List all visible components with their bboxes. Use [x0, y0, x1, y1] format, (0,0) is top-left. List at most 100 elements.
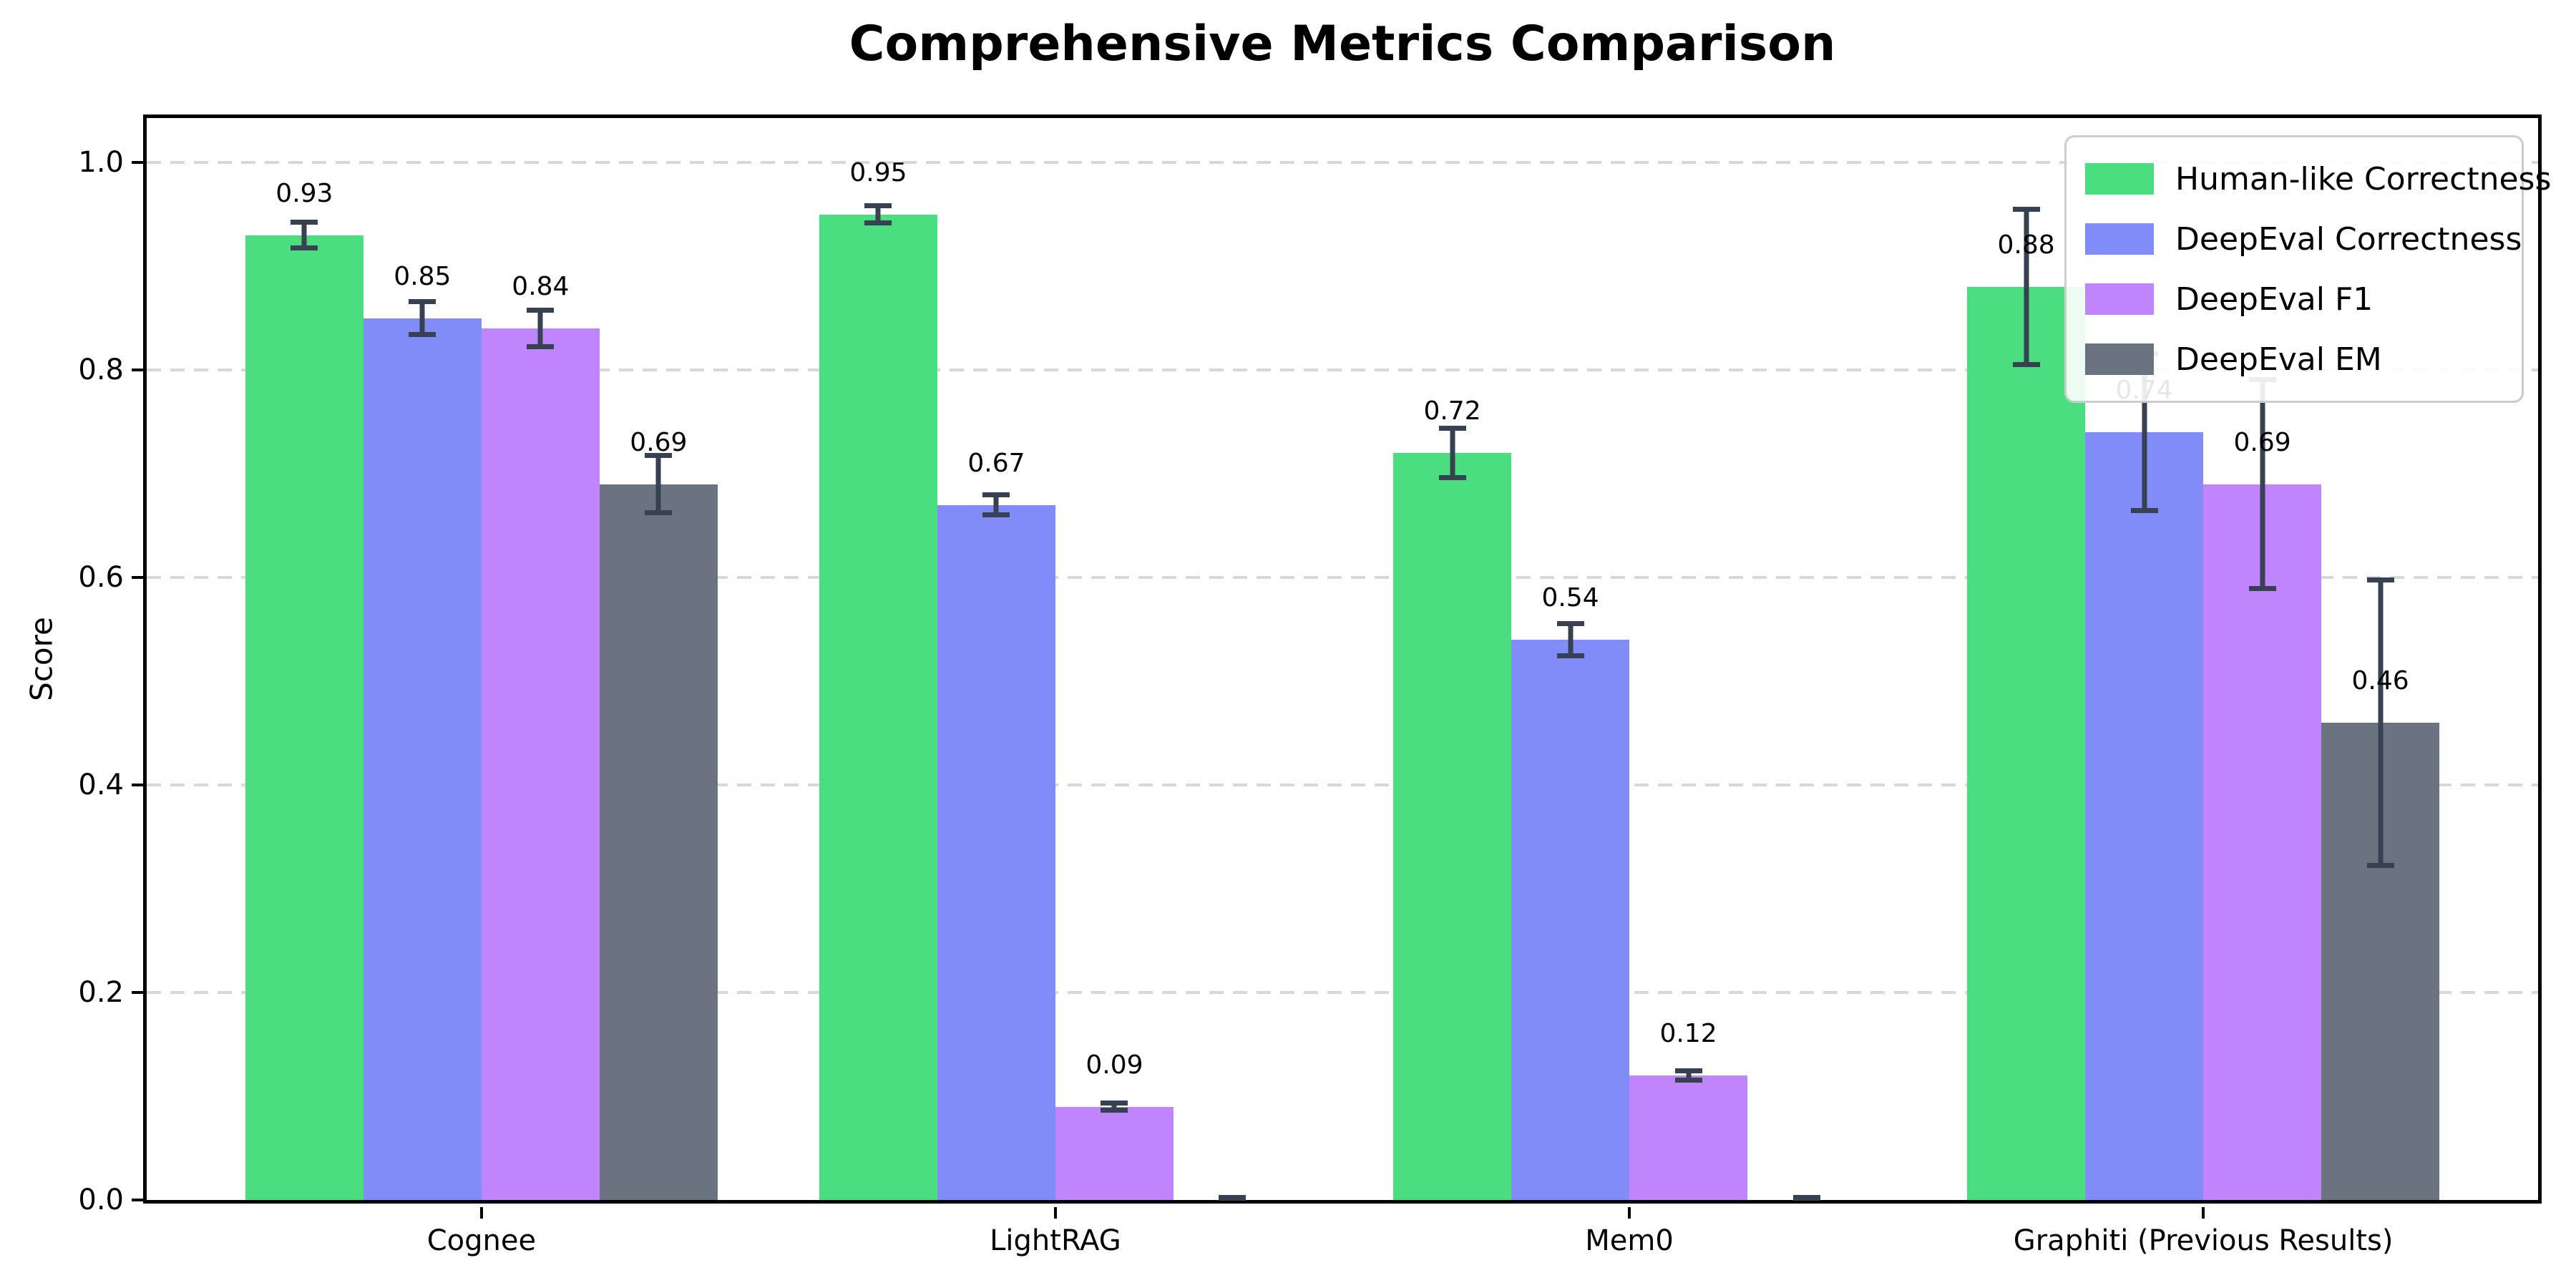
- error-bar-line: [301, 219, 307, 251]
- chart-title: Comprehensive Metrics Comparison: [849, 16, 1836, 72]
- gridline-0.4: [147, 784, 2538, 786]
- legend-swatch: [2085, 163, 2154, 195]
- legend-item: Human-like Correctness: [2085, 149, 2551, 209]
- bar-Mem0-Human-like Correctness: [1393, 453, 1512, 1200]
- error-bar: [1101, 1100, 1128, 1113]
- bar-Cognee-DeepEval F1: [481, 328, 600, 1200]
- error-bar-cap-top: [1556, 620, 1584, 626]
- error-bar: [1438, 426, 1466, 480]
- error-bar-cap-top: [982, 492, 1010, 498]
- error-bar-cap-bottom: [1674, 1078, 1702, 1083]
- legend-label: DeepEval F1: [2175, 280, 2373, 318]
- y-tick-label: 0.0: [78, 1184, 124, 1216]
- bar-value-label: 0.12: [1659, 1019, 1717, 1048]
- error-bar: [2248, 377, 2276, 591]
- error-bar-cap-top: [527, 308, 555, 313]
- error-bar: [527, 308, 555, 349]
- error-bar: [1674, 1068, 1702, 1083]
- error-bar-cap-bottom: [2012, 361, 2040, 367]
- x-tick-label: Cognee: [426, 1224, 537, 1257]
- x-tick-label: Graphiti (Previous Results): [2013, 1224, 2394, 1257]
- error-bar-cap-top: [2012, 207, 2040, 213]
- bar-LightRAG-DeepEval Correctness: [937, 504, 1055, 1200]
- y-tick-1.0: [132, 161, 143, 164]
- bar-value-label: 0.46: [2351, 666, 2409, 696]
- x-tick-Cognee: [479, 1207, 483, 1219]
- bar-LightRAG-Human-like Correctness: [819, 214, 937, 1200]
- error-bar: [291, 219, 318, 251]
- y-tick-0.2: [132, 991, 143, 994]
- error-bar-line: [2378, 577, 2384, 868]
- x-tick-label: Mem0: [1585, 1224, 1674, 1257]
- bar-value-label: 0.84: [512, 272, 570, 301]
- y-tick-0.4: [132, 784, 143, 786]
- error-bar: [1219, 1194, 1246, 1201]
- bar-value-label: 0.88: [1997, 230, 2055, 260]
- error-bar: [2366, 577, 2394, 868]
- y-tick-0.8: [132, 369, 143, 371]
- error-bar-line: [1111, 1100, 1117, 1113]
- bar-Graphiti (Previous Results)-DeepEval F1: [2203, 484, 2322, 1200]
- plot-inner: 0.0 0.2 0.4 0.6 0.8 1.0 0.93 0.95 0.72 0.88 0.85 0.…: [78, 118, 2538, 1257]
- error-bar-cap-top: [1438, 426, 1466, 431]
- bar-Mem0-DeepEval F1: [1629, 1075, 1748, 1200]
- x-tick-Graphiti (Previous Results): [2202, 1207, 2205, 1219]
- error-bar-line: [1450, 426, 1455, 480]
- plot-area: 0.0 0.2 0.4 0.6 0.8 1.0 0.93 0.95 0.72 0.88 0.85 0.…: [78, 114, 2551, 1257]
- bar-Cognee-DeepEval EM: [599, 484, 718, 1200]
- error-bar-cap-bottom: [409, 331, 436, 337]
- legend-label: DeepEval Correctness: [2175, 220, 2522, 258]
- legend-label: DeepEval EM: [2175, 341, 2382, 378]
- y-tick-label: 0.8: [78, 353, 124, 386]
- error-bar-cap-top: [1674, 1068, 1702, 1073]
- bar-Graphiti (Previous Results)-Human-like Correctness: [1967, 287, 2086, 1200]
- y-tick-0.0: [132, 1199, 143, 1201]
- legend-label: Human-like Correctness: [2175, 160, 2552, 197]
- error-bar-line: [537, 308, 543, 349]
- legend-item: DeepEval Correctness: [2085, 209, 2522, 269]
- error-bar-line: [2024, 207, 2029, 367]
- error-bar: [1556, 620, 1584, 659]
- bar-value-label: 0.95: [849, 157, 907, 187]
- bar-value-label: 0.09: [1085, 1050, 1143, 1080]
- error-bar-cap-bottom: [1792, 1194, 1820, 1200]
- y-tick-label: 0.2: [78, 976, 124, 1009]
- gridline-0.2: [147, 991, 2538, 994]
- bar-Cognee-Human-like Correctness: [245, 235, 364, 1200]
- error-bar: [864, 203, 892, 226]
- error-bar-cap-top: [645, 453, 673, 458]
- error-bar: [645, 453, 673, 515]
- error-bar-cap-bottom: [527, 344, 555, 349]
- error-bar-cap-bottom: [1438, 474, 1466, 480]
- error-bar-cap-bottom: [1101, 1108, 1128, 1113]
- bar-Cognee-DeepEval Correctness: [363, 318, 482, 1200]
- legend-swatch: [2085, 343, 2154, 375]
- error-bar-line: [2142, 351, 2147, 514]
- error-bar-cap-top: [1101, 1100, 1128, 1106]
- error-bar: [409, 299, 436, 337]
- legend-swatch: [2085, 223, 2154, 255]
- gridline-0.6: [147, 576, 2538, 579]
- error-bar-line: [875, 203, 881, 226]
- x-tick-LightRAG: [1053, 1207, 1057, 1219]
- error-bar-cap-top: [409, 299, 436, 305]
- bar-value-label: 0.67: [967, 448, 1025, 478]
- gridline-1.0: [147, 161, 2538, 164]
- y-axis-label: Score: [24, 617, 59, 701]
- error-bar-line: [1686, 1068, 1692, 1083]
- error-bar-cap-bottom: [1556, 653, 1584, 659]
- error-bar: [2012, 207, 2040, 367]
- error-bar-cap-bottom: [864, 220, 892, 226]
- y-tick-label: 0.6: [78, 561, 124, 594]
- y-tick-label: 1.0: [78, 146, 124, 179]
- bar-value-label: 0.54: [1541, 583, 1599, 613]
- y-tick-0.6: [132, 576, 143, 579]
- error-bar-line: [1568, 620, 1574, 659]
- bar-value-label: 0.69: [2233, 427, 2291, 457]
- bar-Mem0-DeepEval Correctness: [1511, 640, 1630, 1200]
- bar-LightRAG-DeepEval F1: [1055, 1106, 1174, 1200]
- error-bar-line: [419, 299, 425, 337]
- legend-item: DeepEval EM: [2085, 329, 2503, 389]
- bar-value-label: 0.72: [1423, 396, 1481, 426]
